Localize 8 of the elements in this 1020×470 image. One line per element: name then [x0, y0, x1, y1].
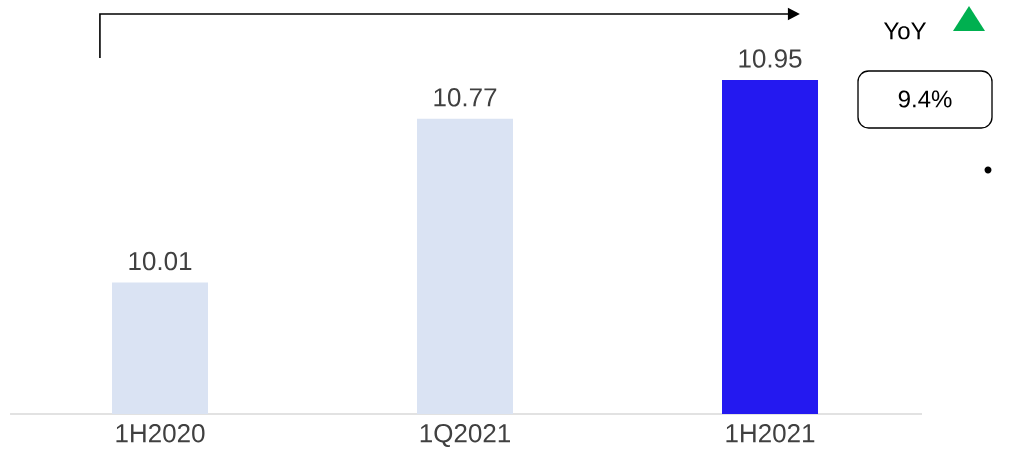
annotation: 9.4% [898, 90, 952, 108]
x-tick-label: 1H2021 [726, 424, 815, 443]
text: YoY [883, 22, 927, 40]
data-label: 10.95 [739, 49, 802, 68]
x-tick-label: 1Q2021 [420, 424, 510, 448]
data-label: 10.01 [129, 251, 192, 271]
x-tick-label: 1H2020 [116, 424, 205, 443]
data-label: 10.77 [434, 88, 497, 107]
